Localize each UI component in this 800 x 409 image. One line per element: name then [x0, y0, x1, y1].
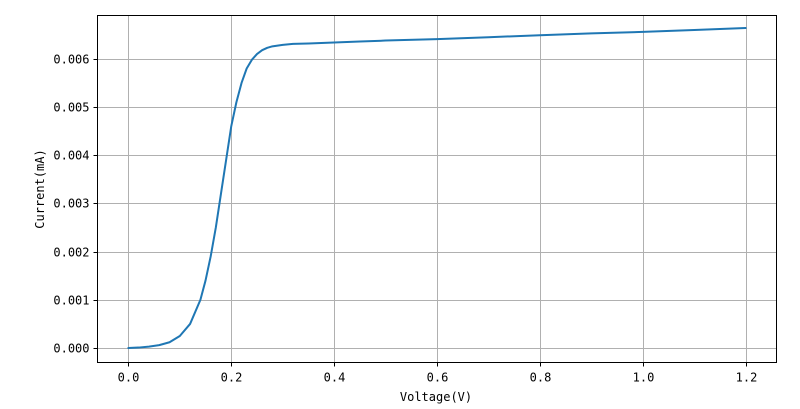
x-tick-label: 0.6 — [427, 371, 449, 385]
x-tick-label: 1.0 — [633, 371, 655, 385]
y-tick-label: 0.002 — [53, 246, 89, 260]
series-layer — [127, 27, 747, 350]
y-tick-label: 0.006 — [53, 53, 89, 67]
y-tick-label: 0.001 — [53, 294, 89, 308]
y-axis-label: Current(mA) — [33, 149, 47, 228]
x-tick-label: 0.8 — [530, 371, 552, 385]
y-tick-label: 0.004 — [53, 149, 89, 163]
y-tick-label: 0.005 — [53, 101, 89, 115]
ticks: 0.0 0.2 0.4 0.6 0.8 1.0 1.2 0.000 0.001 0.002 0.00… — [53, 53, 757, 385]
y-tick-label: 0.003 — [53, 197, 89, 211]
x-tick-label: 1.2 — [736, 371, 758, 385]
grid — [97, 15, 777, 363]
x-axis-label: Voltage(V) — [400, 390, 472, 404]
x-tick-label: 0.4 — [324, 371, 346, 385]
x-tick-label: 0.0 — [118, 371, 140, 385]
y-tick-label: 0.000 — [53, 342, 89, 356]
x-tick-label: 0.2 — [221, 371, 243, 385]
series-line — [127, 27, 747, 350]
